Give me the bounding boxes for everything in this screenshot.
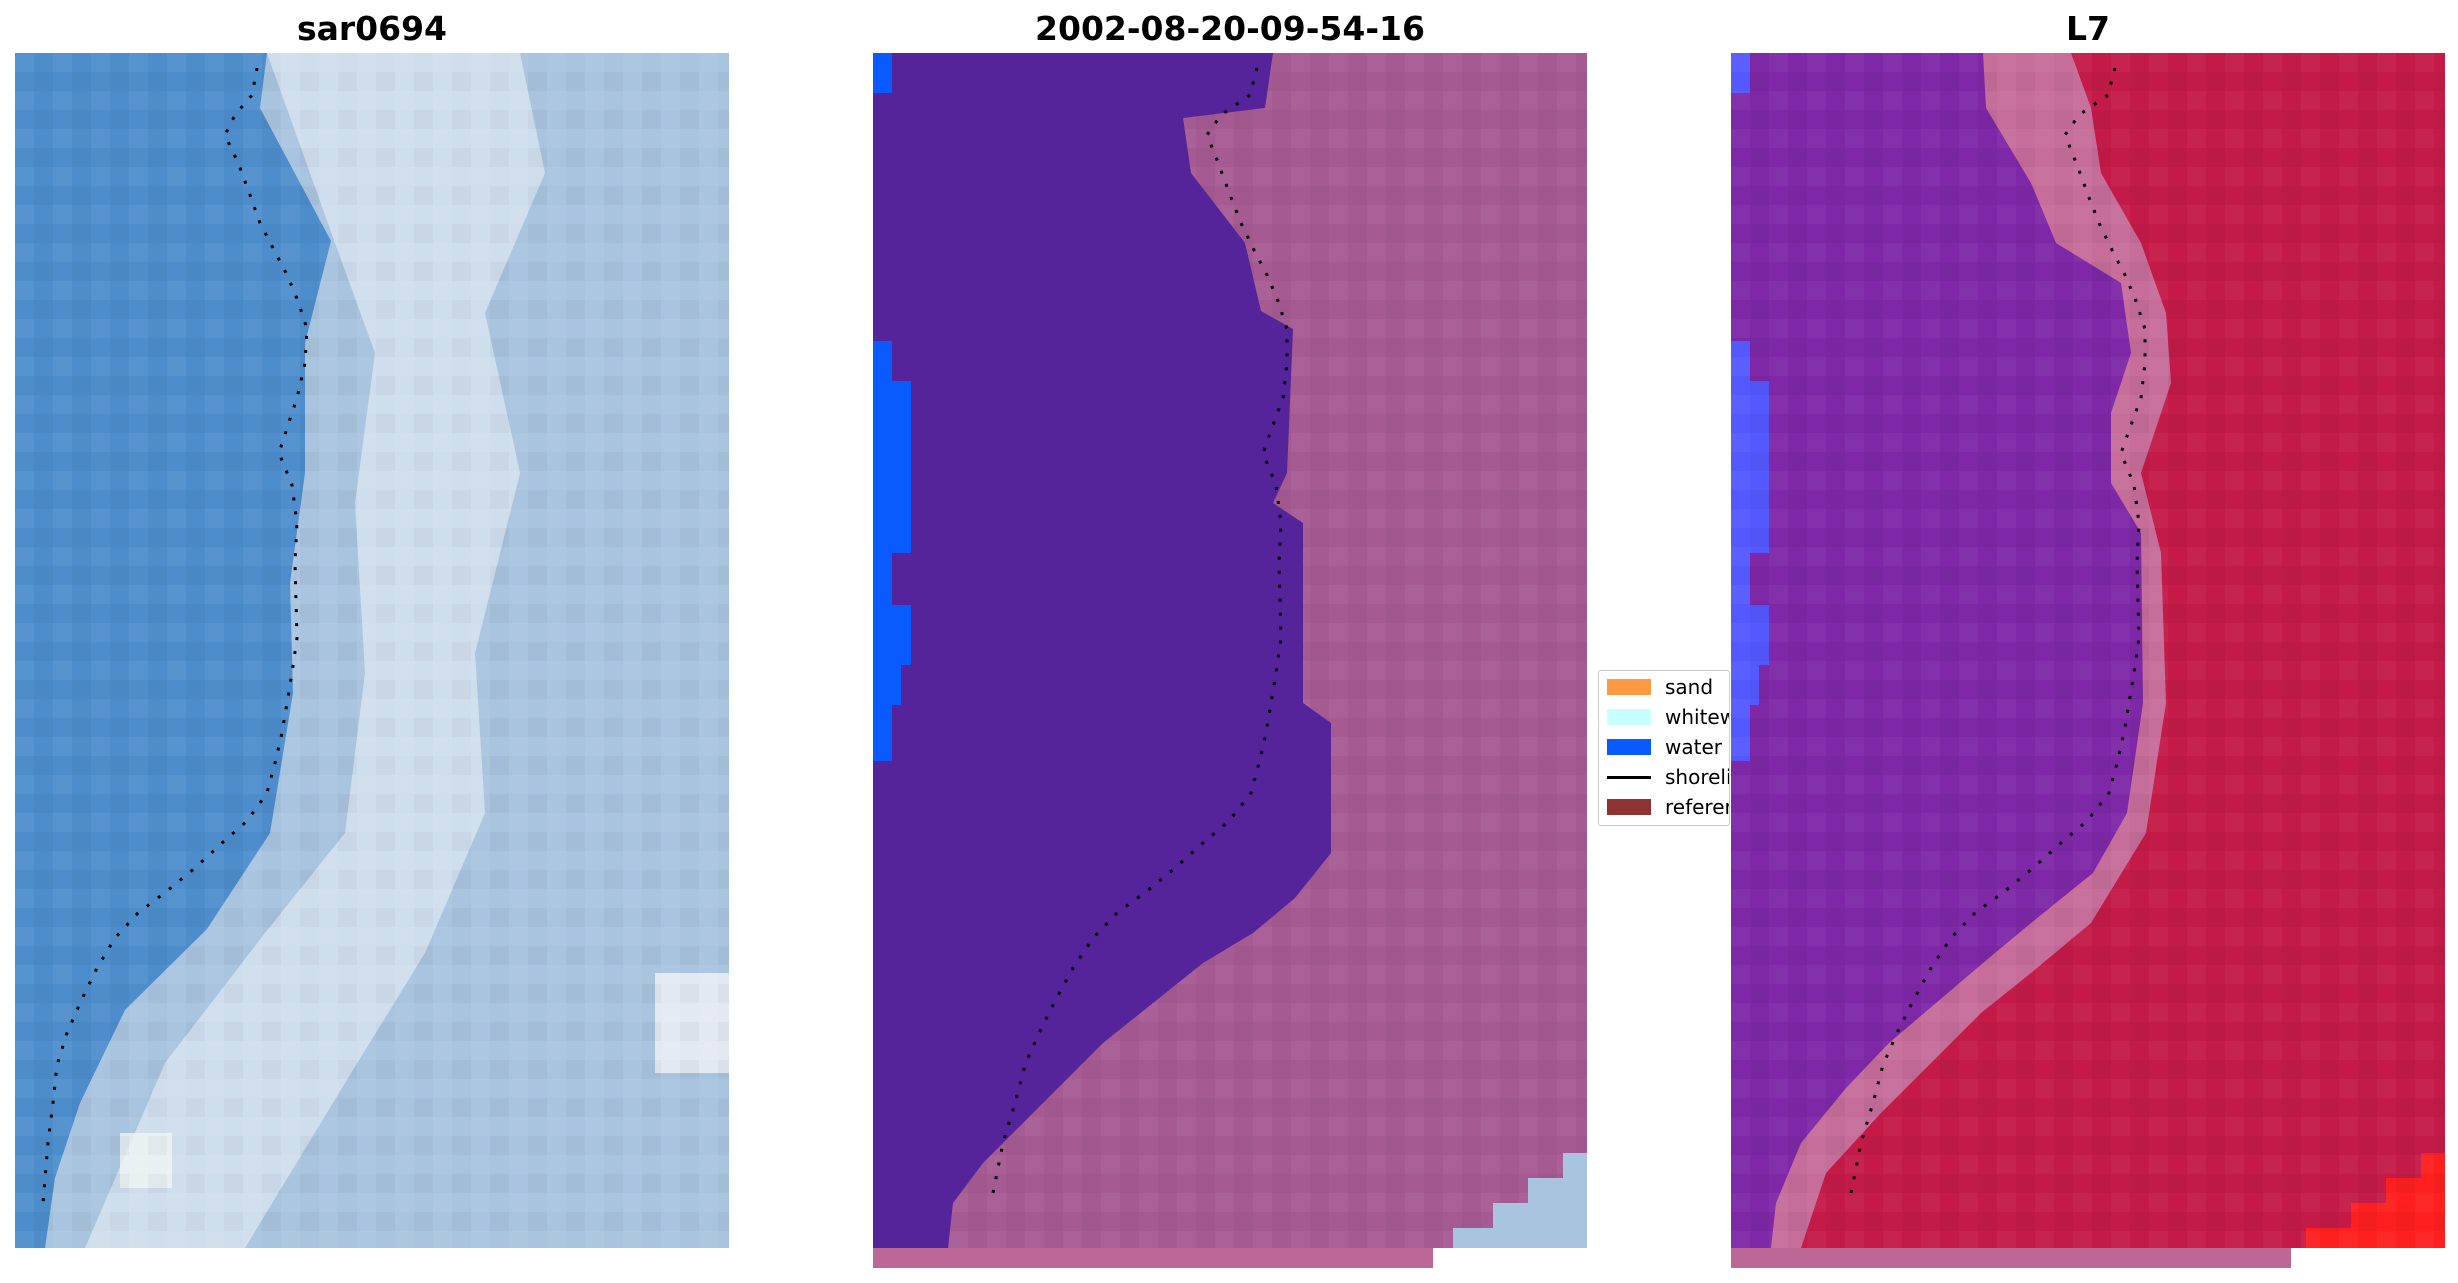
classified-reference-strip [873,1248,1433,1268]
panel-title-classified: 2002-08-20-09-54-16 [1035,9,1425,48]
classified-water-edge [873,705,892,761]
legend-label-shoreline: shoreline [1665,765,1729,789]
classified-bottom-right [1453,1133,1587,1248]
legend-item-sand: sand [1607,673,1713,701]
classified-water-edge [873,381,911,553]
classified-water-edge [873,553,892,605]
classified-water-edge [873,605,911,665]
sand-swatch [1607,679,1651,695]
whitewater-swatch [1607,709,1651,725]
legend-label-sand: sand [1665,675,1714,699]
mndwi-image-panel [1731,53,2445,1248]
legend-item-water: water [1607,733,1722,761]
classified-water-edge [873,665,901,705]
classified-water [873,53,1331,1248]
mndwi-image [1731,53,2445,1248]
rgb-image [15,53,729,1248]
legend-item-shoreline: shoreline [1607,763,1729,791]
legend-item-reference: reference [1607,793,1729,821]
classified-water-edge [873,53,892,93]
legend-label-reference: reference [1665,795,1729,819]
legend-label-water: water [1665,735,1722,759]
mndwi-reference-strip [1731,1248,2291,1268]
classified-water-edge [873,341,892,381]
water-swatch [1607,739,1651,755]
reference-swatch [1607,799,1651,815]
rgb-image-panel [15,53,729,1248]
shoreline-line-swatch [1607,775,1651,779]
panel-title-mndwi: L7 [2066,9,2110,48]
classified-image [873,53,1587,1248]
classified-image-panel [873,53,1587,1248]
panel-title-rgb: sar0694 [296,9,448,48]
